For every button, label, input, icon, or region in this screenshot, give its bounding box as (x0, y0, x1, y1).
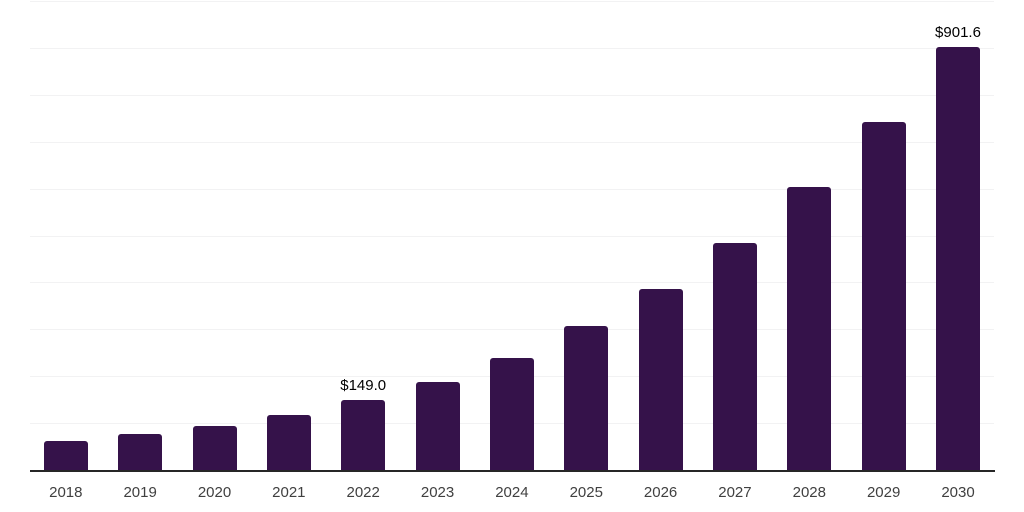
x-tick-2027: 2027 (718, 484, 752, 501)
x-tick-2030: 2030 (941, 484, 975, 501)
bar-2025 (564, 326, 609, 470)
bar-2026 (638, 289, 683, 470)
gridline (30, 329, 994, 331)
x-axis-line (30, 469, 995, 472)
x-tick-2019: 2019 (123, 484, 157, 501)
bar-2027 (712, 243, 757, 470)
bar-2019 (118, 434, 163, 470)
bar-2022 (341, 400, 386, 470)
gridline (30, 235, 994, 237)
bar-2023 (415, 382, 460, 470)
bar-2020 (192, 425, 237, 470)
x-tick-2028: 2028 (792, 484, 826, 501)
bar-2024 (489, 358, 534, 470)
bar-value-label-2030: $901.6 (935, 24, 981, 42)
x-tick-2020: 2020 (197, 484, 232, 501)
bar-value-label-2022: $149.0 (340, 377, 387, 395)
gridline (30, 47, 994, 49)
bar-2029 (861, 122, 906, 470)
gridline (30, 282, 994, 284)
gridline (30, 141, 994, 143)
x-tick-2018: 2018 (49, 484, 83, 501)
x-tick-2025: 2025 (569, 484, 603, 501)
gridline (30, 188, 994, 190)
x-tick-2023: 2023 (420, 484, 455, 501)
bar-2030 (936, 47, 980, 470)
x-tick-2024: 2024 (495, 484, 529, 501)
x-tick-2026: 2026 (643, 484, 678, 501)
x-tick-2022: 2022 (346, 484, 380, 501)
x-tick-2021: 2021 (272, 484, 306, 501)
bar-2018 (43, 441, 88, 470)
gridline (30, 1, 994, 2)
gridline (30, 94, 994, 96)
x-tick-2029: 2029 (866, 484, 901, 501)
bar-2028 (787, 186, 832, 470)
bar-2021 (266, 415, 311, 470)
